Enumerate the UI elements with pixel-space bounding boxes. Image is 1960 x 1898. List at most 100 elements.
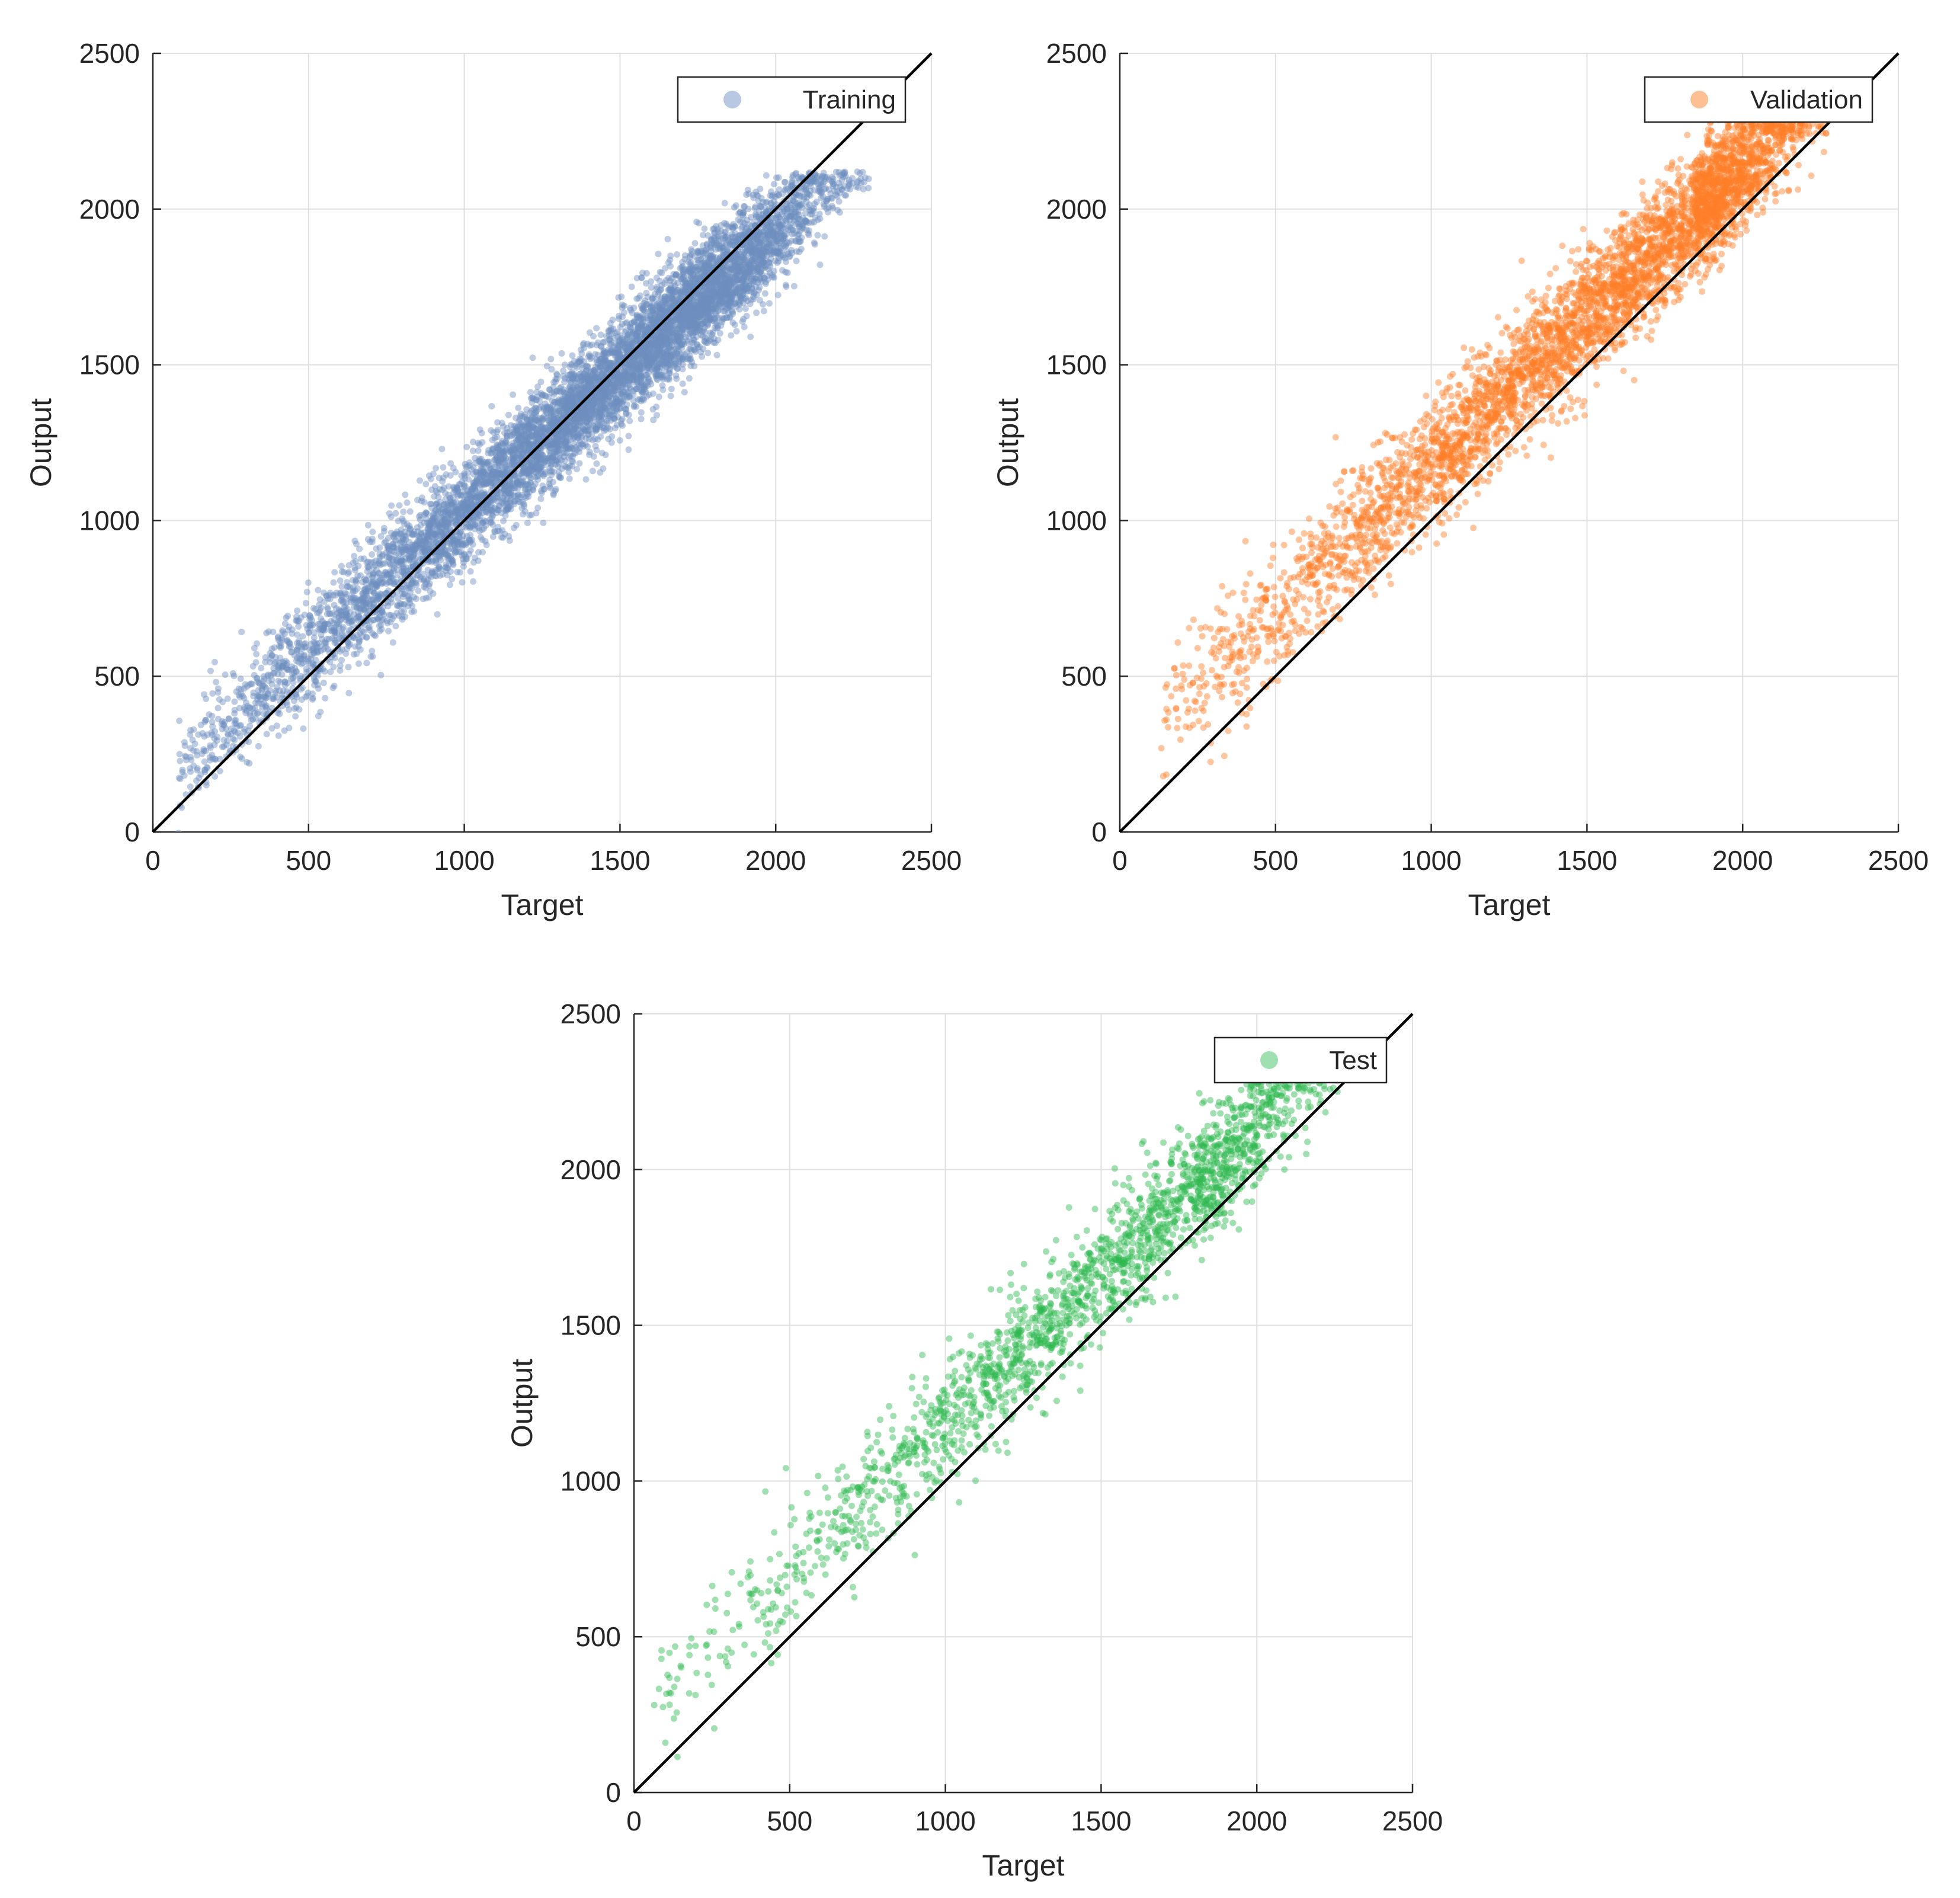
data-point xyxy=(718,267,725,274)
data-point xyxy=(453,485,460,492)
data-point xyxy=(611,349,618,356)
data-point xyxy=(677,334,684,341)
data-point xyxy=(710,303,717,311)
data-point xyxy=(780,252,787,259)
data-point xyxy=(767,228,774,235)
data-point xyxy=(563,449,570,456)
data-point xyxy=(696,265,703,273)
data-point xyxy=(488,403,495,409)
data-point xyxy=(744,216,751,223)
data-point xyxy=(417,522,424,529)
data-point xyxy=(279,629,286,636)
data-point xyxy=(313,640,320,647)
data-point xyxy=(466,504,473,511)
data-point xyxy=(309,696,316,703)
data-point xyxy=(175,774,182,782)
data-point xyxy=(650,336,657,343)
data-point xyxy=(478,430,485,437)
data-point xyxy=(588,368,595,375)
data-point xyxy=(479,549,486,556)
data-point xyxy=(515,446,522,453)
data-point xyxy=(786,239,793,247)
data-point xyxy=(546,404,553,411)
data-point xyxy=(479,536,486,543)
data-point xyxy=(305,629,312,636)
data-point xyxy=(606,359,613,366)
data-point xyxy=(583,406,590,413)
data-point xyxy=(595,388,603,395)
data-point xyxy=(648,350,655,357)
data-point xyxy=(402,555,409,562)
data-point xyxy=(476,426,483,433)
data-point xyxy=(587,399,594,407)
data-point xyxy=(696,292,703,299)
data-point xyxy=(460,559,467,566)
data-point xyxy=(581,370,588,377)
data-point xyxy=(528,511,535,518)
data-point xyxy=(501,470,508,477)
data-point xyxy=(684,318,691,325)
data-point xyxy=(231,710,238,717)
data-point xyxy=(667,337,674,344)
data-point xyxy=(576,449,583,455)
data-point xyxy=(400,517,407,524)
data-point xyxy=(373,579,380,585)
data-point xyxy=(231,698,238,705)
data-point xyxy=(688,339,696,346)
data-point xyxy=(574,360,581,367)
data-point xyxy=(627,376,634,383)
data-point xyxy=(363,633,370,641)
data-point xyxy=(694,305,702,312)
data-point xyxy=(582,412,590,420)
data-point xyxy=(442,523,449,530)
data-point xyxy=(176,717,183,724)
data-point xyxy=(417,477,423,484)
data-point xyxy=(520,493,527,500)
data-point xyxy=(405,530,412,537)
data-point xyxy=(469,494,476,501)
data-point xyxy=(709,289,716,296)
data-point xyxy=(614,376,622,383)
grid-lines xyxy=(152,53,932,833)
data-point xyxy=(389,543,396,550)
data-point xyxy=(591,395,598,402)
data-point xyxy=(499,455,507,462)
data-point xyxy=(642,323,649,330)
data-point xyxy=(472,494,479,500)
data-point xyxy=(550,415,557,422)
data-point xyxy=(630,371,637,378)
data-point xyxy=(661,337,668,344)
data-point xyxy=(497,456,504,463)
data-point xyxy=(775,249,782,257)
data-point xyxy=(601,348,608,355)
data-point xyxy=(662,331,669,338)
data-point xyxy=(566,385,574,392)
data-point xyxy=(577,413,584,420)
data-point xyxy=(556,388,563,395)
data-point xyxy=(289,663,296,670)
data-point xyxy=(412,546,419,553)
data-point xyxy=(361,575,368,582)
data-point xyxy=(593,402,600,409)
data-point xyxy=(422,581,429,588)
data-point xyxy=(380,616,387,623)
data-point xyxy=(440,513,447,520)
data-point xyxy=(689,267,696,274)
data-point xyxy=(554,457,561,464)
data-point xyxy=(702,248,709,255)
data-point xyxy=(718,276,725,283)
data-point xyxy=(547,423,555,429)
data-point xyxy=(666,366,673,373)
data-point xyxy=(537,455,544,462)
data-point xyxy=(537,468,545,475)
data-point xyxy=(454,485,460,492)
data-point xyxy=(496,462,503,469)
data-point xyxy=(201,766,208,773)
data-point xyxy=(606,394,613,401)
data-point xyxy=(665,334,672,341)
data-point xyxy=(392,552,399,559)
data-point xyxy=(751,249,758,257)
data-point xyxy=(565,372,572,379)
data-point xyxy=(289,648,296,655)
data-point xyxy=(405,548,412,554)
